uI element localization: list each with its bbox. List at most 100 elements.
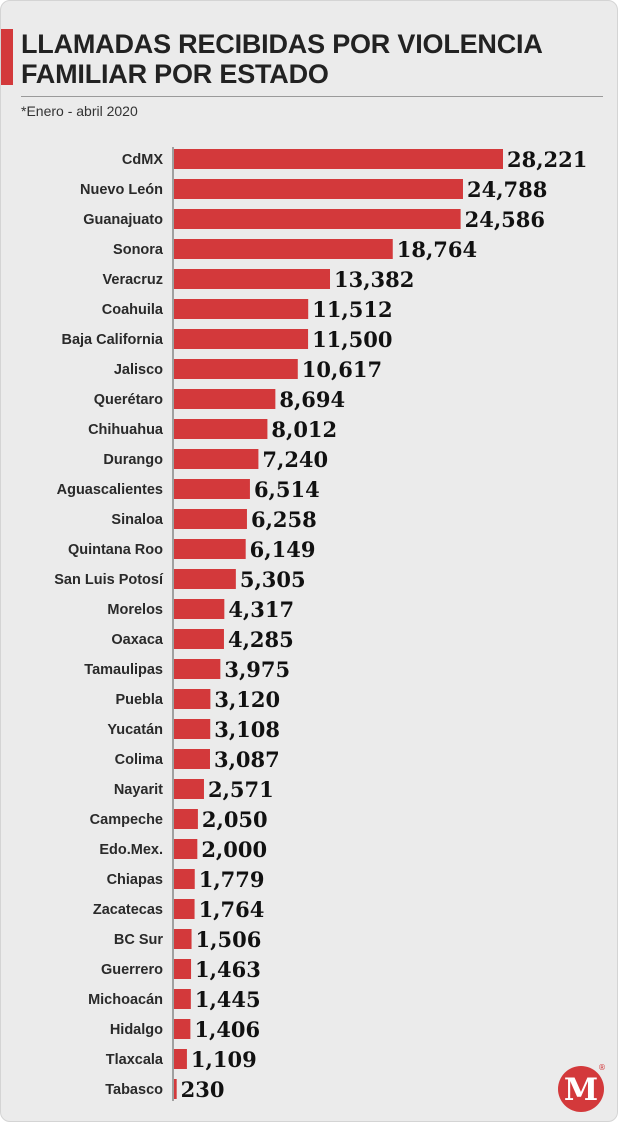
logo-registered-mark: ® [598, 1063, 606, 1072]
value-label: 18,764 [397, 237, 477, 262]
bar-row: Tamaulipas 3,975 [84, 657, 290, 682]
value-label: 3,975 [224, 657, 290, 682]
value-label: 11,512 [312, 297, 392, 322]
value-label: 6,514 [254, 477, 320, 502]
bar-row: San Luis Potosí 5,305 [54, 567, 305, 592]
category-label: Morelos [107, 602, 163, 618]
value-label: 24,788 [467, 177, 547, 202]
bar-row: Zacatecas 1,764 [93, 897, 264, 922]
category-label: Edo.Mex. [99, 842, 163, 858]
category-label: Tabasco [105, 1082, 163, 1098]
value-label: 2,571 [208, 777, 274, 802]
bar [174, 869, 195, 889]
bar-row: Tlaxcala 1,109 [106, 1047, 257, 1072]
bar-row: Coahuila 11,512 [102, 297, 393, 322]
bar-row: Quintana Roo 6,149 [68, 537, 316, 562]
bar-row: Michoacán 1,445 [88, 987, 261, 1012]
bar [174, 929, 192, 949]
value-label: 8,012 [271, 417, 337, 442]
category-label: BC Sur [114, 932, 164, 948]
bar-row: Colima 3,087 [115, 747, 280, 772]
logo-letter: M [564, 1072, 598, 1108]
value-label: 6,258 [251, 507, 317, 532]
bar-row: Oaxaca 4,285 [111, 627, 293, 652]
bar [174, 1079, 177, 1099]
bar-row: Nayarit 2,571 [114, 777, 274, 802]
category-label: Guanajuato [83, 212, 163, 228]
bar [174, 209, 461, 229]
category-label: Aguascalientes [57, 482, 163, 498]
bar [174, 539, 246, 559]
bar [174, 269, 331, 289]
bar-row: Nuevo León 24,788 [80, 177, 547, 202]
bar-row: BC Sur 1,506 [114, 927, 261, 952]
category-label: Tamaulipas [84, 662, 163, 678]
bar [174, 839, 198, 859]
title-accent-bar [1, 29, 13, 85]
bar-row: Morelos 4,317 [107, 597, 294, 622]
value-label: 1,445 [195, 987, 261, 1012]
value-label: 1,463 [195, 957, 261, 982]
category-label: Jalisco [114, 362, 163, 378]
value-label: 3,120 [214, 687, 280, 712]
category-label: Yucatán [107, 722, 163, 738]
category-label: Durango [103, 452, 163, 468]
title-divider [21, 96, 603, 97]
category-label: San Luis Potosí [54, 572, 164, 588]
category-label: Michoacán [88, 992, 163, 1008]
bar [174, 179, 463, 199]
chart-subtitle: *Enero - abril 2020 [21, 103, 138, 119]
bar [174, 569, 236, 589]
category-label: Guerrero [101, 962, 163, 978]
category-label: Nayarit [114, 782, 163, 798]
bar [174, 359, 298, 379]
bar [174, 989, 191, 1009]
bar [174, 329, 309, 349]
bar [174, 149, 503, 169]
value-label: 13,382 [334, 267, 414, 292]
value-label: 1,406 [194, 1017, 260, 1042]
value-label: 8,694 [279, 387, 345, 412]
value-label: 28,221 [507, 147, 587, 172]
value-label: 230 [181, 1077, 225, 1102]
value-label: 1,779 [199, 867, 265, 892]
value-label: 3,087 [214, 747, 280, 772]
value-label: 2,000 [201, 837, 267, 862]
bar [174, 659, 221, 679]
bar [174, 599, 225, 619]
category-label: Tlaxcala [106, 1052, 164, 1068]
bar-row: Tabasco 230 [105, 1077, 224, 1102]
value-label: 6,149 [250, 537, 316, 562]
bar-row: Baja California 11,500 [61, 327, 392, 352]
milenio-logo-icon: M ® [558, 1063, 606, 1112]
bar [174, 479, 250, 499]
bar-row: Chihuahua 8,012 [88, 417, 337, 442]
title-line-1: LLAMADAS RECIBIDAS POR VIOLENCIA [21, 29, 543, 59]
value-label: 1,506 [196, 927, 262, 952]
bar [174, 629, 224, 649]
value-label: 10,617 [302, 357, 382, 382]
bar-row: Jalisco 10,617 [114, 357, 382, 382]
bar [174, 1019, 191, 1039]
bar-row: Campeche 2,050 [90, 807, 268, 832]
bar-row: Querétaro 8,694 [94, 387, 345, 412]
bar-row: Sonora 18,764 [113, 237, 477, 262]
bar-row: Aguascalientes 6,514 [57, 477, 320, 502]
category-label: Chiapas [107, 872, 163, 888]
bar-row: Sinaloa 6,258 [111, 507, 316, 532]
bar-row: Veracruz 13,382 [103, 267, 415, 292]
value-label: 5,305 [240, 567, 306, 592]
bar [174, 689, 211, 709]
category-label: Sonora [113, 242, 164, 258]
category-label: Quintana Roo [68, 542, 163, 558]
category-label: Puebla [115, 692, 163, 708]
bar-row: Puebla 3,120 [115, 687, 280, 712]
category-label: Hidalgo [110, 1022, 163, 1038]
bar [174, 419, 268, 439]
bar [174, 449, 259, 469]
bar-row: Guanajuato 24,586 [83, 207, 545, 232]
title-line-2: FAMILIAR POR ESTADO [21, 59, 329, 89]
bar [174, 509, 247, 529]
